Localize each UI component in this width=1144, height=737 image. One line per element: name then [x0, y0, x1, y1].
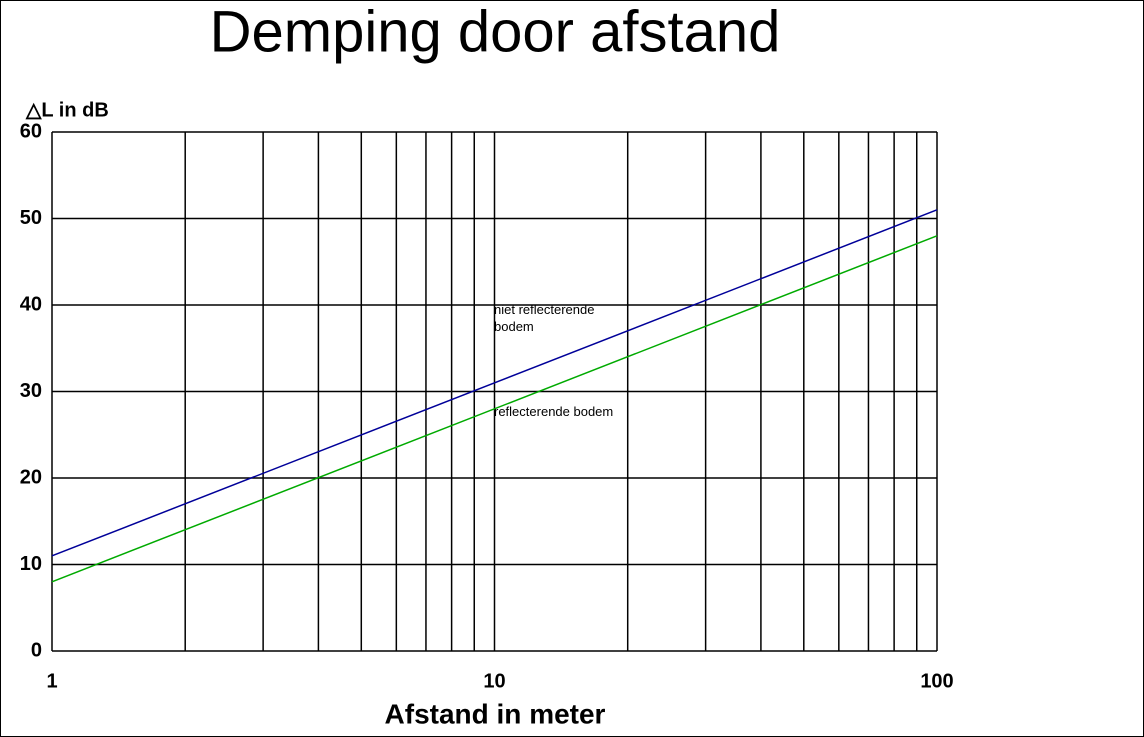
chart-title: Demping door afstand	[210, 0, 781, 64]
y-tick-label: 60	[20, 120, 42, 142]
x-tick-label: 100	[920, 670, 953, 692]
x-axis-label: Afstand in meter	[385, 698, 606, 729]
series-label: reflecterende bodem	[494, 404, 614, 419]
y-tick-label: 40	[20, 293, 42, 315]
line	[51, 235, 938, 583]
y-tick-label: 0	[31, 639, 42, 661]
y-tick-label: 20	[20, 466, 42, 488]
series-label: niet reflecterende bodem	[494, 302, 595, 334]
line	[51, 209, 938, 557]
y-axis-label: △L in dB	[25, 99, 109, 121]
y-tick-label: 50	[20, 207, 42, 229]
y-tick-label: 30	[20, 380, 42, 402]
y-tick-label: 10	[20, 553, 42, 575]
x-tick-label: 10	[483, 670, 505, 692]
x-tick-label: 1	[46, 670, 57, 692]
